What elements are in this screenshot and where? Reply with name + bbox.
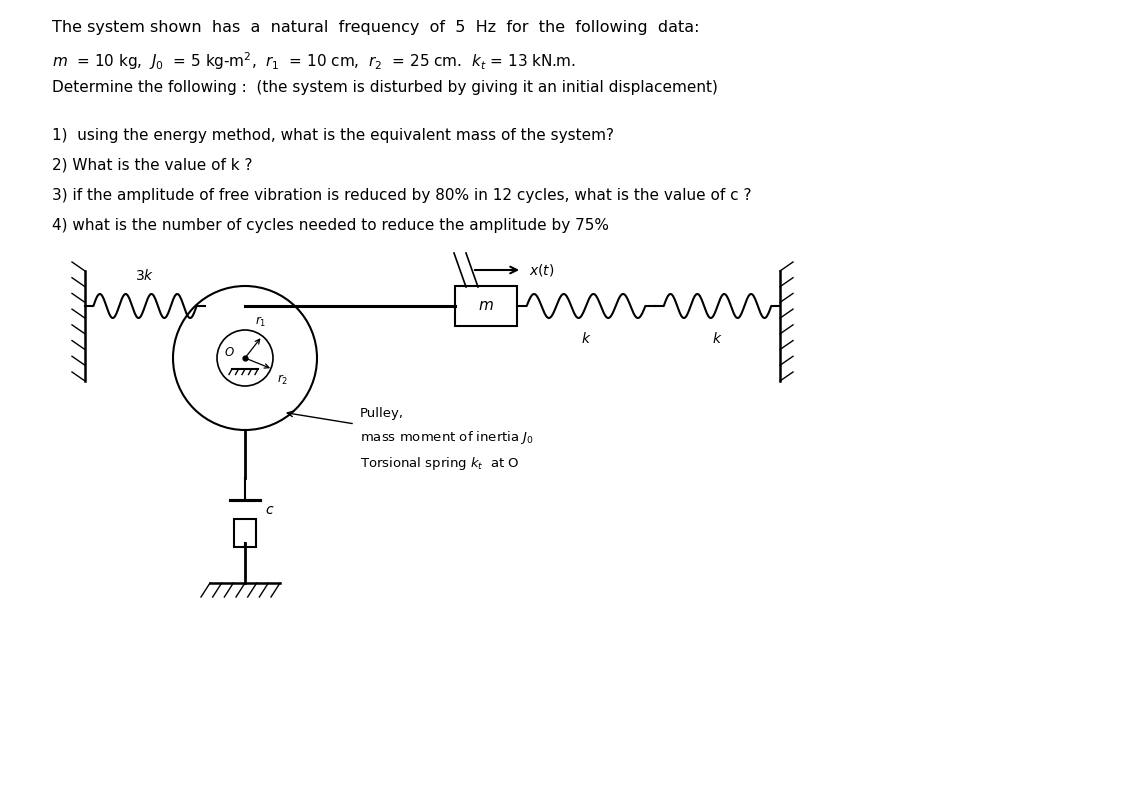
Text: $m$: $m$	[478, 299, 493, 314]
Text: The system shown  has  a  natural  frequency  of  5  Hz  for  the  following  da: The system shown has a natural frequency…	[53, 20, 700, 35]
Text: Torsional spring $k_t$  at O: Torsional spring $k_t$ at O	[360, 455, 520, 472]
Text: $r_1$: $r_1$	[255, 315, 266, 329]
Text: $k$: $k$	[581, 331, 592, 346]
Text: 3) if the amplitude of free vibration is reduced by 80% in 12 cycles, what is th: 3) if the amplitude of free vibration is…	[53, 188, 751, 203]
Bar	[234, 519, 256, 547]
Text: $r_2$: $r_2$	[276, 374, 288, 388]
Text: $c$: $c$	[265, 504, 274, 518]
Text: $k$: $k$	[713, 331, 723, 346]
Text: $x(t)$: $x(t)$	[529, 262, 555, 278]
Text: 4) what is the number of cycles needed to reduce the amplitude by 75%: 4) what is the number of cycles needed t…	[53, 218, 609, 233]
Text: mass moment of inertia $J_0$: mass moment of inertia $J_0$	[360, 429, 534, 446]
Text: 1)  using the energy method, what is the equivalent mass of the system?: 1) using the energy method, what is the …	[53, 128, 614, 143]
Bar	[455, 286, 517, 326]
Text: $3k$: $3k$	[136, 268, 154, 283]
Text: $O$: $O$	[224, 345, 234, 359]
Text: Determine the following :  (the system is disturbed by giving it an initial disp: Determine the following : (the system is…	[53, 80, 718, 95]
Text: Pulley,: Pulley,	[360, 407, 404, 420]
Text: $m$  = 10 kg,  $J_0$  = 5 kg-m$^2$,  $r_1$  = 10 cm,  $r_2$  = 25 cm.  $k_t$ = 1: $m$ = 10 kg, $J_0$ = 5 kg-m$^2$, $r_1$ =…	[53, 50, 576, 72]
Text: 2) What is the value of k ?: 2) What is the value of k ?	[53, 158, 252, 173]
